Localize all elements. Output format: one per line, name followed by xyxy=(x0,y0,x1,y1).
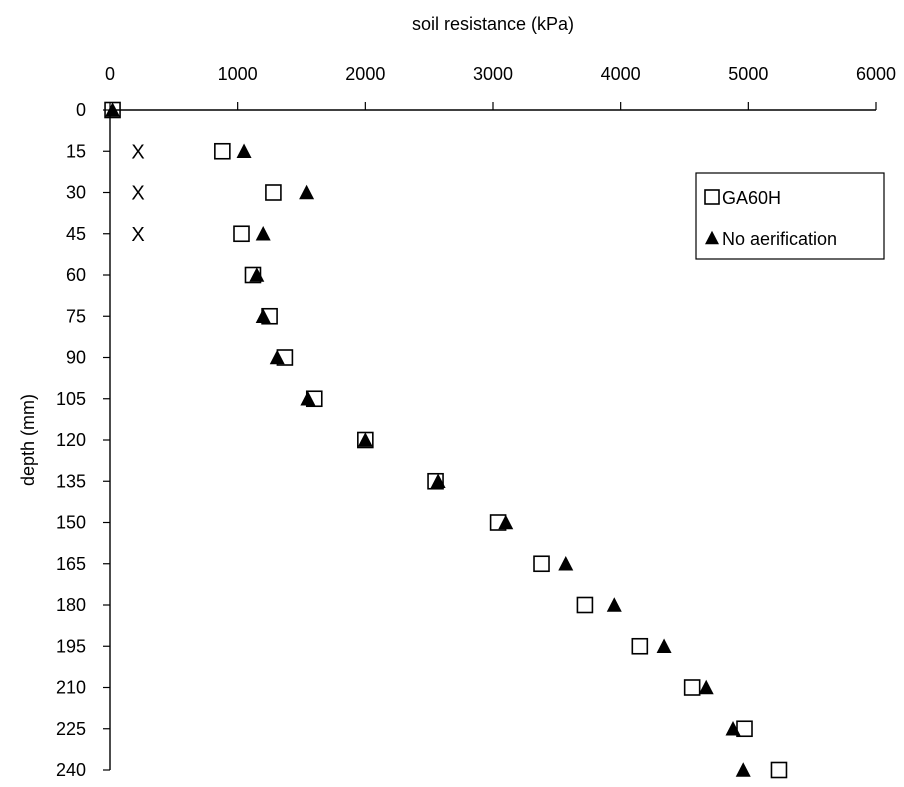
point-no-aerification xyxy=(255,226,271,241)
y-tick-label: 15 xyxy=(66,141,86,161)
y-tick-label: 150 xyxy=(56,513,86,533)
point-ga60h xyxy=(214,142,231,160)
x-tick-label: 6000 xyxy=(856,64,896,84)
point-no-aerification xyxy=(498,514,514,530)
y-tick-label: 0 xyxy=(76,100,86,120)
x-axis-title: soil resistance (kPa) xyxy=(412,14,574,34)
point-no-aerification xyxy=(735,762,751,777)
point-ga60h xyxy=(427,472,444,490)
y-tick-label: 120 xyxy=(56,430,86,450)
y-tick-label: 225 xyxy=(56,719,86,739)
y-tick-label: 180 xyxy=(56,595,86,615)
y-tick-label: 30 xyxy=(66,183,86,203)
legend-marker-no-aerification xyxy=(705,230,719,245)
data-points xyxy=(104,101,788,779)
point-ga60h xyxy=(265,184,282,201)
point-ga60h xyxy=(576,596,594,614)
significance-marker: X xyxy=(131,224,144,246)
y-tick-label: 210 xyxy=(56,678,86,698)
x-tick-label: 5000 xyxy=(728,64,768,84)
point-ga60h xyxy=(233,225,250,243)
y-tick-label: 45 xyxy=(66,224,86,244)
legend-box xyxy=(695,172,885,260)
x-tick-label: 1000 xyxy=(218,64,258,84)
legend-label-no-aerification: No aerification xyxy=(722,229,837,249)
point-ga60h xyxy=(631,637,649,655)
point-no-aerification xyxy=(725,721,741,736)
y-axis-title: depth (mm) xyxy=(18,394,38,486)
y-tick-label: 60 xyxy=(66,265,86,285)
y-tick-label: 90 xyxy=(66,348,86,368)
y-tick-label: 75 xyxy=(66,306,86,326)
significance-marker: X xyxy=(131,141,144,163)
annotations: XXX xyxy=(131,141,144,246)
point-no-aerification xyxy=(255,308,271,323)
point-no-aerification xyxy=(299,184,315,200)
point-no-aerification xyxy=(698,679,714,695)
x-tick-label: 3000 xyxy=(473,64,513,84)
point-ga60h xyxy=(533,555,550,573)
point-no-aerification xyxy=(606,597,622,612)
legend-label-ga60h: GA60H xyxy=(722,188,781,208)
x-tick-label: 4000 xyxy=(601,64,641,84)
x-tick-label: 0 xyxy=(105,64,115,84)
point-no-aerification xyxy=(105,102,121,117)
point-no-aerification xyxy=(558,556,574,571)
legend: GA60H No aerification xyxy=(695,172,885,260)
x-axis: 0 1000 2000 3000 4000 5000 6000 xyxy=(105,64,896,111)
y-tick-label: 105 xyxy=(56,389,86,409)
point-ga60h xyxy=(683,679,701,696)
point-no-aerification xyxy=(236,143,252,158)
point-no-aerification xyxy=(656,638,672,653)
point-no-aerification xyxy=(357,432,373,447)
y-tick-label: 240 xyxy=(56,760,86,780)
x-tick-label: 2000 xyxy=(345,64,385,84)
y-tick-label: 165 xyxy=(56,554,86,574)
point-no-aerification xyxy=(269,349,285,365)
y-axis: 0 15 30 45 60 75 90 105 120 135 150 165 180 195 210 225… xyxy=(56,100,111,780)
point-ga60h xyxy=(770,761,788,779)
significance-marker: X xyxy=(131,183,144,205)
legend-marker-ga60h xyxy=(704,189,720,205)
point-no-aerification xyxy=(249,267,265,282)
y-tick-label: 135 xyxy=(56,471,86,491)
point-no-aerification xyxy=(430,473,446,488)
point-no-aerification xyxy=(300,391,316,406)
y-tick-label: 195 xyxy=(56,636,86,656)
